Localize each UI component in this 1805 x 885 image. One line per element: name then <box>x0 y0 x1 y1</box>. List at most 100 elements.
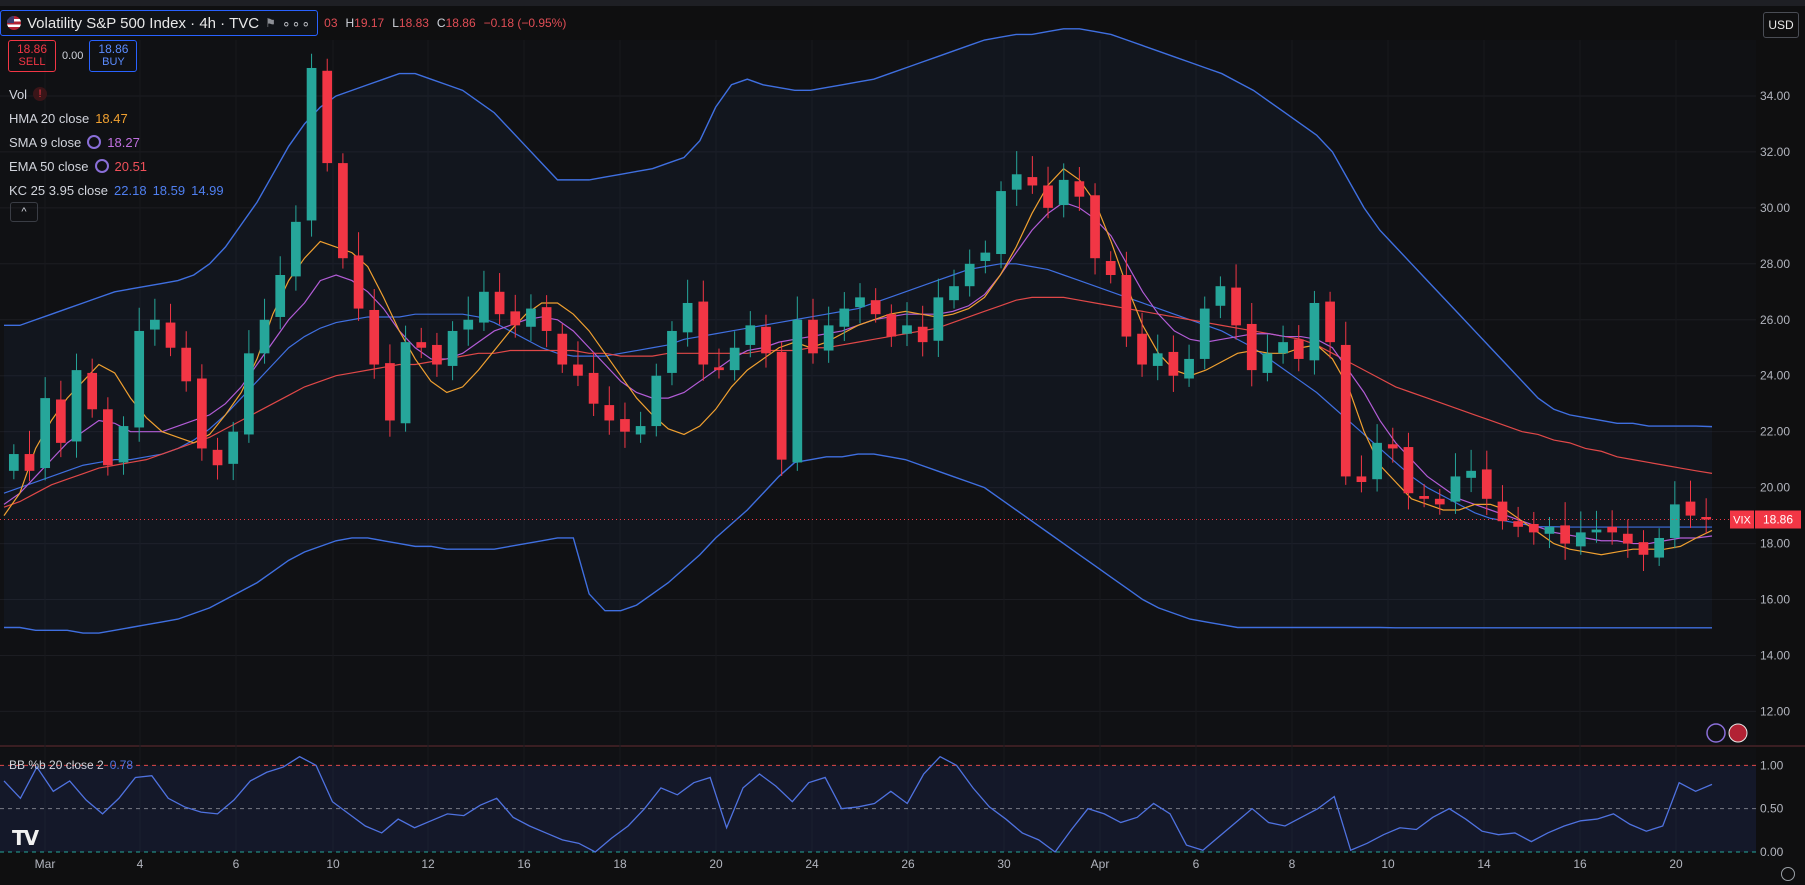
candle-body <box>1622 533 1633 544</box>
time-tick-label: 10 <box>326 857 340 871</box>
price-tick-label: 14.00 <box>1760 648 1790 662</box>
candle-body <box>886 314 897 337</box>
settings-icon[interactable] <box>1781 867 1795 881</box>
candle-body <box>1340 344 1351 477</box>
candle-body <box>980 252 991 262</box>
candle-body <box>557 333 568 365</box>
candle-body <box>134 330 145 428</box>
time-tick-label: 26 <box>901 857 915 871</box>
candle-body <box>604 405 615 421</box>
last-price-value-tag <box>1755 510 1801 529</box>
candle-body <box>729 347 740 371</box>
candle-body <box>714 367 724 371</box>
flag-marker-icon[interactable]: ⚑ <box>265 16 276 30</box>
last-price-value: 18.86 <box>1763 513 1793 527</box>
candle-body <box>635 426 646 435</box>
candle-body <box>1325 301 1335 343</box>
legend-hma[interactable]: HMA 20 close 18.47 <box>9 106 224 130</box>
candle-body <box>479 291 489 323</box>
spread-value: 0.00 <box>62 50 84 62</box>
candle-body <box>1513 521 1523 527</box>
candle-body <box>573 364 583 376</box>
candle-body <box>651 375 662 427</box>
buy-button[interactable]: 18.86 BUY <box>89 40 138 72</box>
high-value: 19.17 <box>354 16 385 30</box>
time-tick-label: 4 <box>137 857 144 871</box>
candle-body <box>118 426 129 463</box>
tradingview-logo[interactable]: TV <box>12 826 39 850</box>
oscillator-legend[interactable]: BB %b 20 close 2 0.78 <box>9 758 133 772</box>
candle-body <box>275 275 286 317</box>
price-tick-label: 20.00 <box>1760 481 1790 495</box>
buy-label: BUY <box>102 56 125 68</box>
candle-body <box>620 419 630 432</box>
hma-line <box>3 167 1713 556</box>
candle-body <box>1434 498 1445 505</box>
time-tick-label: Apr <box>1091 857 1110 871</box>
time-tick-label: 6 <box>1193 857 1200 871</box>
more-options-button[interactable]: ∘∘∘ <box>281 14 312 31</box>
candle-body <box>197 378 207 449</box>
time-tick-label: 18 <box>613 857 627 871</box>
candle-body <box>1466 470 1476 478</box>
legend-kc[interactable]: KC 25 3.95 close 22.18 18.59 14.99 <box>9 178 224 202</box>
lightning-icon <box>1706 723 1726 743</box>
warning-icon[interactable]: ! <box>33 87 48 101</box>
candle-body <box>698 301 709 365</box>
sell-button[interactable]: 18.86 SELL <box>8 40 56 72</box>
low-label: L <box>392 16 399 30</box>
candle-body <box>369 309 380 365</box>
price-tick-label: 18.00 <box>1760 537 1790 551</box>
candle-body <box>870 300 881 315</box>
candle-body <box>1669 504 1680 538</box>
price-tick-label: 32.00 <box>1760 145 1790 159</box>
candle-body <box>667 330 677 373</box>
candle-body <box>1544 526 1555 534</box>
time-tick-label: 16 <box>517 857 531 871</box>
candle-body <box>400 342 411 424</box>
candle-body <box>1105 261 1116 275</box>
time-tick-label: 20 <box>709 857 723 871</box>
candle-body <box>1575 532 1586 547</box>
candle-body <box>1293 339 1304 359</box>
candle-body <box>964 263 975 287</box>
candle-body <box>761 326 771 354</box>
kc-lower-line <box>4 453 1712 634</box>
candle-body <box>1356 476 1367 483</box>
hma-name: HMA 20 close <box>9 110 90 126</box>
us-flag-badge-icon <box>1728 723 1748 743</box>
collapse-legend-button[interactable]: ^ <box>10 202 38 222</box>
time-tick-label: 12 <box>421 857 435 871</box>
legend-sma[interactable]: SMA 9 close 18.27 <box>9 130 224 154</box>
hma-value: 18.47 <box>95 110 128 126</box>
candle-body <box>510 311 521 326</box>
candle-body <box>1246 323 1257 371</box>
candle-body <box>212 449 223 466</box>
candle-body <box>1058 179 1069 206</box>
candle-body <box>181 347 192 382</box>
symbol-title[interactable]: Volatility S&P 500 Index · 4h · TVC <box>27 14 260 32</box>
kc-upper-value: 22.18 <box>114 182 147 198</box>
candle-body <box>1027 177 1038 186</box>
time-tick-label: 10 <box>1381 857 1395 871</box>
low-value: 18.83 <box>398 16 429 30</box>
candle-body <box>996 191 1006 255</box>
candle-body <box>588 372 599 404</box>
legend-ema[interactable]: EMA 50 close 20.51 <box>9 154 224 178</box>
price-tick-label: 30.00 <box>1760 201 1790 215</box>
legend-vol[interactable]: Vol ! <box>9 82 224 106</box>
candle-body <box>933 297 944 341</box>
candle-body <box>322 70 333 164</box>
candle-body <box>416 342 427 348</box>
currency-button[interactable]: USD <box>1763 12 1799 38</box>
symbol-box[interactable]: Volatility S&P 500 Index · 4h · TVC ⚑ ∘∘… <box>0 10 319 36</box>
kc-upper-line <box>4 28 1713 428</box>
osc-value: 0.78 <box>109 758 134 772</box>
time-tick-label: 8 <box>1289 857 1296 871</box>
candle-body <box>682 302 693 333</box>
candle-body <box>1607 526 1618 533</box>
candle-body <box>71 370 82 442</box>
high-label: H <box>345 16 355 30</box>
sync-icon <box>87 135 102 149</box>
